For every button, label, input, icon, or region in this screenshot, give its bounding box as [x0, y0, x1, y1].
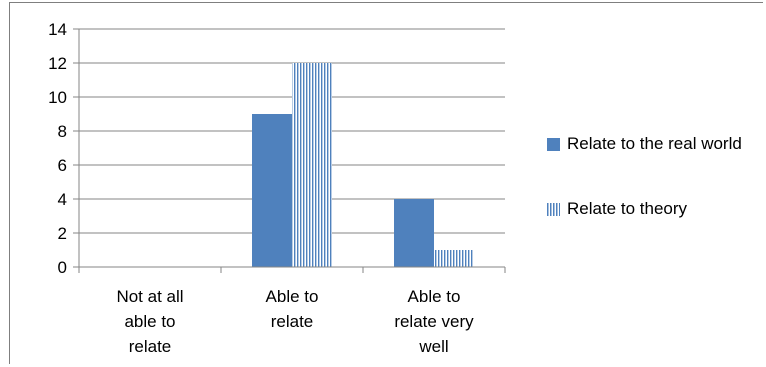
- legend-swatch-striped: [547, 203, 560, 216]
- y-tick-label: 8: [58, 122, 67, 141]
- x-tick-label: Able to relate: [266, 287, 319, 331]
- axes: [73, 28, 506, 273]
- x-tick-label-line: relate very: [394, 312, 474, 331]
- legend-item-real-world: Relate to the real world: [547, 133, 752, 155]
- x-tick-label: Not at all able to relate: [116, 287, 183, 356]
- legend-item-theory: Relate to theory: [547, 198, 752, 220]
- bars: [252, 63, 474, 267]
- y-tick-label: 0: [58, 258, 67, 277]
- bar-theory-1: [292, 63, 332, 267]
- x-tick-label-line: Able to: [408, 287, 461, 306]
- bar-theory-2: [434, 250, 474, 267]
- y-tick-label: 12: [48, 54, 67, 73]
- x-tick-label-line: well: [418, 337, 448, 356]
- x-tick-label-line: relate: [271, 312, 314, 331]
- bar-real-world-1: [252, 114, 292, 267]
- legend-label: Relate to theory: [567, 199, 688, 218]
- x-tick-label: Able to relate very well: [394, 287, 474, 356]
- x-tick-label-line: Able to: [266, 287, 319, 306]
- y-tick-label: 10: [48, 88, 67, 107]
- x-tick-label-line: able to: [124, 312, 175, 331]
- chart-area: [9, 2, 763, 364]
- y-tick-label: 4: [58, 190, 67, 209]
- bar-real-world-2: [394, 199, 434, 267]
- y-tick-label: 14: [48, 20, 67, 39]
- x-tick-label-line: Not at all: [116, 287, 183, 306]
- x-tick-label-line: relate: [129, 337, 172, 356]
- legend-label: Relate to the real world: [567, 134, 742, 153]
- y-tick-label: 2: [58, 224, 67, 243]
- y-tick-label: 6: [58, 156, 67, 175]
- legend-swatch-solid: [547, 138, 560, 151]
